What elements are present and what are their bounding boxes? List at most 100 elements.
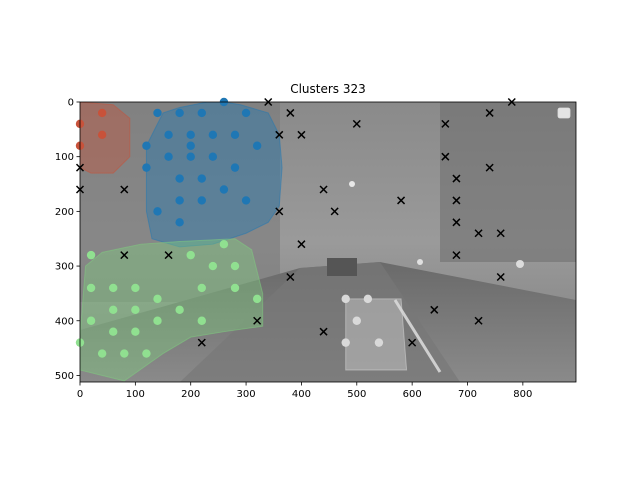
y-tick-label: 200 xyxy=(55,207,74,218)
cluster-3-point xyxy=(374,338,384,347)
cluster-0-point xyxy=(208,152,218,161)
cluster-0-point xyxy=(175,108,184,118)
cluster-1-point xyxy=(86,316,96,325)
x-tick-label: 0 xyxy=(77,389,83,400)
cluster-0-point xyxy=(186,152,195,161)
noise-point-x-marker xyxy=(297,240,306,249)
legend-box xyxy=(557,107,571,119)
noise-point-x-marker xyxy=(120,251,129,260)
cluster-0-point xyxy=(175,196,184,205)
cluster-0-point xyxy=(241,196,251,205)
cluster-1-point xyxy=(175,305,184,315)
x-tick-label: 800 xyxy=(513,389,532,400)
cluster-3-point xyxy=(352,316,361,325)
cluster-1-point xyxy=(109,327,118,336)
x-axis: 0 100 200 300 400 500 600 700 800 xyxy=(77,382,532,400)
cluster-1-point xyxy=(230,283,240,293)
cluster-1-point xyxy=(131,327,140,336)
noise-point-x-marker xyxy=(297,130,306,139)
cluster-0-point xyxy=(142,141,151,150)
noise-point-x-marker xyxy=(474,229,483,238)
noise-point-x-marker xyxy=(286,272,295,282)
x-tick-label: 100 xyxy=(126,389,145,400)
cluster-1-point xyxy=(186,250,195,260)
y-tick-label: 0 xyxy=(68,98,74,109)
noise-point-x-marker xyxy=(485,163,494,172)
cluster-1-point xyxy=(230,261,240,271)
noise-point-x-marker xyxy=(485,108,494,117)
noise-point-x-marker xyxy=(319,185,328,194)
cluster-1-point xyxy=(86,283,96,293)
cluster-0-point xyxy=(230,130,240,140)
noise-point-x-marker xyxy=(164,251,173,260)
cluster-1-point xyxy=(131,305,140,315)
cluster-2-point xyxy=(97,108,107,118)
cluster-0-point xyxy=(186,141,195,150)
cluster-0-point xyxy=(164,152,173,161)
x-tick-label: 500 xyxy=(347,389,366,400)
noise-point-x-marker xyxy=(330,207,339,216)
cluster-1-point xyxy=(153,316,162,325)
cluster-2-point xyxy=(97,130,107,140)
cluster-0-point xyxy=(219,185,229,194)
cluster-3-point xyxy=(341,294,350,304)
cluster-1-point xyxy=(153,294,162,304)
cluster-1-point xyxy=(97,349,107,358)
cluster-0-point xyxy=(230,163,240,172)
y-tick-label: 300 xyxy=(55,262,74,273)
y-tick-label: 100 xyxy=(55,152,74,163)
y-tick-label: 400 xyxy=(55,316,74,327)
plot-frame xyxy=(79,101,577,383)
cluster-0-point xyxy=(175,218,184,227)
cluster-0-point xyxy=(142,163,151,172)
noise-point-x-marker xyxy=(319,327,328,336)
noise-point-x-marker xyxy=(496,229,505,238)
cluster-hull-1 xyxy=(80,238,264,382)
chart-title: Clusters 323 xyxy=(290,82,366,96)
cluster-0-point xyxy=(197,196,206,205)
cluster-0-point xyxy=(153,108,162,118)
cluster-0-point xyxy=(164,130,173,140)
cluster-1-point xyxy=(197,316,206,325)
cluster-0-point xyxy=(175,174,184,183)
y-tick-label: 500 xyxy=(55,371,74,382)
cluster-0-point xyxy=(252,141,262,150)
cluster-hull-0 xyxy=(145,102,283,248)
noise-point-x-marker xyxy=(474,316,483,325)
noise-point-x-marker xyxy=(120,185,129,194)
cluster-1-point xyxy=(109,283,118,293)
cluster-1-point xyxy=(142,349,151,358)
noise-point-x-marker xyxy=(452,251,461,260)
noise-point-x-marker xyxy=(452,218,461,227)
cluster-1-point xyxy=(208,261,218,271)
y-axis: 0 100 200 300 400 500 xyxy=(55,98,80,382)
cluster-0-point xyxy=(186,130,195,140)
noise-point-x-marker xyxy=(452,196,461,205)
cluster-hull-3 xyxy=(345,298,408,371)
noise-point-x-marker xyxy=(253,316,262,325)
noise-point-x-marker xyxy=(441,119,450,128)
x-tick-label: 400 xyxy=(292,389,311,400)
cluster-1-point xyxy=(109,305,118,315)
noise-point-x-marker xyxy=(441,152,450,161)
noise-point-x-marker xyxy=(275,207,284,216)
cluster-1-point xyxy=(219,239,229,249)
noise-point-x-marker xyxy=(275,130,284,139)
cluster-1-point xyxy=(86,250,96,260)
cluster-1-point xyxy=(131,283,140,293)
noise-point-x-marker xyxy=(452,174,461,183)
noise-point-x-marker xyxy=(408,338,417,347)
x-tick-label: 600 xyxy=(403,389,422,400)
cluster-0-point xyxy=(153,207,162,216)
cluster-1-point xyxy=(120,349,129,358)
cluster-0-point xyxy=(197,174,206,183)
cluster-1-point xyxy=(197,283,206,293)
x-tick-label: 700 xyxy=(458,389,477,400)
cluster-0-point xyxy=(208,130,218,140)
noise-point-x-marker xyxy=(430,305,439,314)
x-tick-label: 200 xyxy=(181,389,200,400)
noise-point-x-marker xyxy=(286,108,295,117)
cluster-0-point xyxy=(197,108,206,118)
noise-point-x-marker xyxy=(197,338,206,347)
